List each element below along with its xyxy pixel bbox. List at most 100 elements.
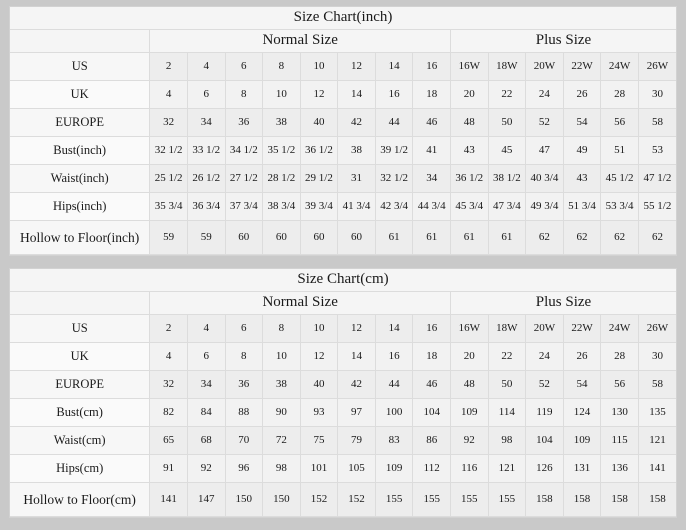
cell-value: 75 <box>299 426 339 455</box>
cell-value: 61 <box>374 220 414 255</box>
cell-value: 60 <box>337 220 376 255</box>
cell-value: 22W <box>562 52 602 81</box>
cell-value: 112 <box>412 454 451 483</box>
cell-value: 104 <box>412 398 451 427</box>
cell-value: 4 <box>186 314 226 343</box>
cell-value: 61 <box>487 220 527 255</box>
cell-value: 6 <box>224 52 264 81</box>
group-header-blank <box>10 29 151 53</box>
cell-value: 22 <box>487 80 527 109</box>
cell-value: 135 <box>637 398 676 427</box>
cell-value: 49 <box>562 136 602 165</box>
table-row: Hips(cm) 91 92 96 98 101 105 109 112 116 121 126 131… <box>10 454 676 483</box>
cell-value: 97 <box>337 398 376 427</box>
table-row: Hollow to Floor(inch) 59 59 60 60 60 60 61 61 61 6… <box>10 220 676 255</box>
size-group-header-row: Normal Size Plus Size <box>10 291 676 315</box>
cell-value: 56 <box>600 108 639 137</box>
cell-value: 47 3/4 <box>487 192 527 221</box>
cell-value: 2 <box>149 52 188 81</box>
row-label-us: US <box>10 314 151 343</box>
cell-value: 34 <box>186 370 226 399</box>
cell-value: 10 <box>299 52 339 81</box>
cell-value: 18 <box>412 80 451 109</box>
cell-value: 150 <box>262 482 301 517</box>
cell-value: 93 <box>299 398 339 427</box>
cell-value: 40 3/4 <box>525 164 564 193</box>
table-row: UK 4 6 8 10 12 14 16 18 20 22 24 26 28 30 <box>10 80 676 109</box>
cell-value: 40 <box>299 108 339 137</box>
row-label-uk: UK <box>10 342 151 371</box>
size-group-header-row: Normal Size Plus Size <box>10 29 676 53</box>
cell-value: 59 <box>186 220 226 255</box>
cell-value: 150 <box>224 482 264 517</box>
cell-value: 86 <box>412 426 451 455</box>
group-header-plus-size: Plus Size <box>449 29 676 53</box>
cell-value: 14 <box>337 80 376 109</box>
cell-value: 38 1/2 <box>487 164 527 193</box>
row-label-hipscm: Hips(cm) <box>10 454 151 483</box>
cell-value: 16 <box>374 342 414 371</box>
cell-value: 109 <box>449 398 489 427</box>
size-chart-cm-block: Size Chart(cm) Normal Size Plus Size US 2 4 6 8… <box>9 268 677 518</box>
cell-value: 8 <box>262 52 301 81</box>
cell-value: 82 <box>149 398 188 427</box>
cell-value: 119 <box>525 398 564 427</box>
table-row: US 2 4 6 8 10 12 14 16 16W 18W 20W 22W 24W 26W <box>10 314 676 343</box>
cell-value: 79 <box>337 426 376 455</box>
cell-value: 22 <box>487 342 527 371</box>
size-chart-inch-block: Size Chart(inch) Normal Size Plus Size US 2 4… <box>9 6 677 256</box>
cell-value: 8 <box>224 342 264 371</box>
cell-value: 4 <box>149 342 188 371</box>
cell-value: 101 <box>299 454 339 483</box>
table-row: Bust(cm) 82 84 88 90 93 97 100 104 109 114 119 124 13… <box>10 398 676 427</box>
cell-value: 37 3/4 <box>224 192 264 221</box>
cell-value: 14 <box>374 314 414 343</box>
cell-value: 52 <box>525 108 564 137</box>
cell-value: 131 <box>562 454 602 483</box>
cell-value: 16 <box>374 80 414 109</box>
cell-value: 61 <box>412 220 451 255</box>
cell-value: 45 1/2 <box>600 164 639 193</box>
cell-value: 141 <box>637 454 676 483</box>
cell-value: 28 1/2 <box>262 164 301 193</box>
cell-value: 18 <box>412 342 451 371</box>
cell-value: 44 <box>374 108 414 137</box>
cell-value: 141 <box>149 482 188 517</box>
cell-value: 2 <box>149 314 188 343</box>
cell-value: 155 <box>487 482 527 517</box>
cell-value: 155 <box>412 482 451 517</box>
size-chart-cm-table: Size Chart(cm) Normal Size Plus Size US 2 4 6 8… <box>10 269 676 517</box>
cell-value: 38 <box>262 108 301 137</box>
cell-value: 126 <box>525 454 564 483</box>
cell-value: 46 <box>412 108 451 137</box>
cell-value: 43 <box>449 136 489 165</box>
cell-value: 158 <box>562 482 602 517</box>
cell-value: 26W <box>637 52 676 81</box>
cell-value: 152 <box>337 482 376 517</box>
cell-value: 20W <box>525 52 564 81</box>
cell-value: 45 <box>487 136 527 165</box>
table-row: Waist(cm) 65 68 70 72 75 79 83 86 92 98 104 109 115 12… <box>10 426 676 455</box>
cell-value: 65 <box>149 426 188 455</box>
cell-value: 59 <box>149 220 188 255</box>
cell-value: 92 <box>186 454 226 483</box>
group-header-blank <box>10 291 151 315</box>
cell-value: 39 3/4 <box>299 192 339 221</box>
cell-value: 27 1/2 <box>224 164 264 193</box>
cell-value: 29 1/2 <box>299 164 339 193</box>
chart-title: Size Chart(inch) <box>10 7 676 30</box>
cell-value: 36 1/2 <box>449 164 489 193</box>
cell-value: 44 3/4 <box>412 192 451 221</box>
cell-value: 6 <box>186 342 226 371</box>
cell-value: 92 <box>449 426 489 455</box>
cell-value: 155 <box>449 482 489 517</box>
cell-value: 16 <box>412 314 451 343</box>
table-row: Bust(inch) 32 1/2 33 1/2 34 1/2 35 1/2 36 1/2… <box>10 136 676 165</box>
cell-value: 60 <box>262 220 301 255</box>
cell-value: 61 <box>449 220 489 255</box>
cell-value: 96 <box>224 454 264 483</box>
row-label-bustinch: Bust(inch) <box>10 136 151 165</box>
cell-value: 50 <box>487 370 527 399</box>
table-row: EUROPE 32 34 36 38 40 42 44 46 48 50 52 54 56 58 <box>10 370 676 399</box>
